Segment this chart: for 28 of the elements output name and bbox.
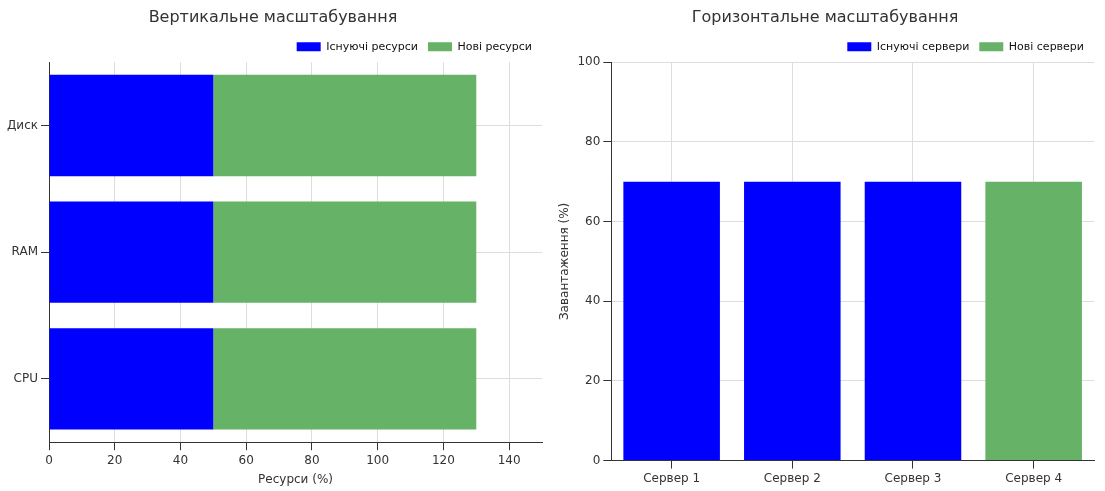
x-tick-label: Сервер 2 <box>763 470 821 485</box>
y-tick-label: RAM <box>11 244 39 259</box>
x-tick-label: 20 <box>107 452 123 467</box>
x-tick-label: Сервер 1 <box>643 470 701 485</box>
x-tick-label: 140 <box>497 452 521 467</box>
x-tick-label: 100 <box>366 452 390 467</box>
legend-label: Нові ресурси <box>457 39 533 53</box>
legend-label: Нові сервери <box>1008 39 1084 53</box>
x-tick-label: 120 <box>431 452 455 467</box>
legend-label: Існуючі ресурси <box>326 39 418 53</box>
y-tick-label: 40 <box>585 293 601 308</box>
y-tick-label: 80 <box>585 134 601 149</box>
y-axis-title: Завантаження (%) <box>557 202 572 321</box>
y-tick-label: Диск <box>6 117 39 132</box>
y-tick-label: 100 <box>577 54 601 69</box>
x-tick-label: 80 <box>304 452 320 467</box>
chart-title: Горизонтальне масштабування <box>691 6 959 26</box>
x-tick-label: 40 <box>172 452 189 467</box>
x-tick-label: 60 <box>238 452 254 467</box>
y-tick-label: CPU <box>13 370 39 385</box>
y-tick-label: 20 <box>585 373 601 388</box>
x-tick-label: 0 <box>45 452 53 467</box>
y-tick-label: 60 <box>585 213 601 228</box>
chart-title: Вертикальне масштабування <box>148 6 398 26</box>
x-tick-label: Сервер 4 <box>1005 470 1063 485</box>
x-axis-title: Ресурси (%) <box>258 471 333 486</box>
x-tick-label: Сервер 3 <box>884 470 942 485</box>
legend-label: Існуючі сервери <box>876 39 970 53</box>
